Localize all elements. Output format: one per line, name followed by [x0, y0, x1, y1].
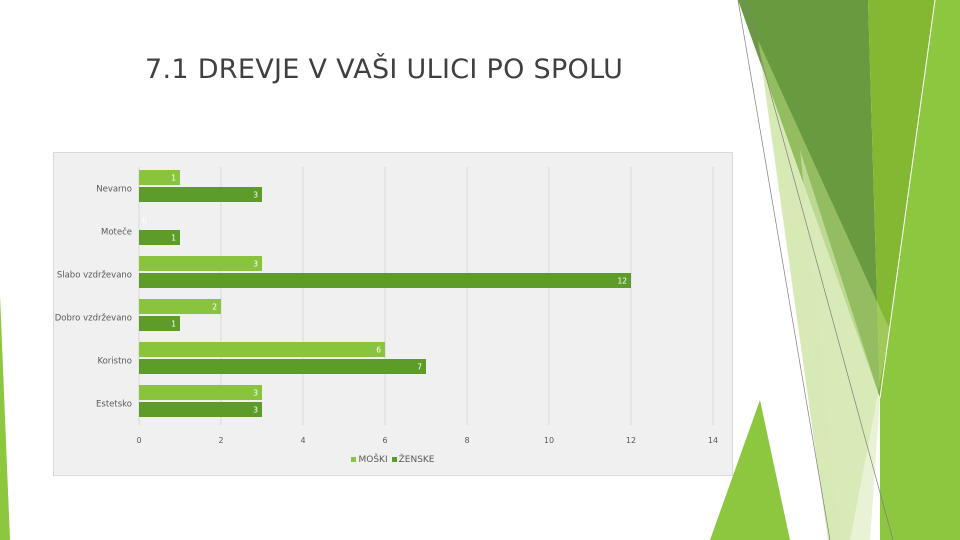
- deco-line-1: [737, 0, 831, 540]
- category-label: Moteče: [101, 227, 132, 238]
- deco-left-shape: [0, 295, 10, 540]
- data-label: 7: [417, 363, 422, 372]
- data-label: 3: [253, 260, 258, 269]
- bar-zenske: [139, 187, 262, 202]
- data-label: 3: [253, 389, 258, 398]
- bar-zenske: [139, 359, 426, 374]
- legend-item-moski: MOŠKI: [351, 455, 388, 465]
- legend-swatch: [351, 457, 357, 462]
- bar-zenske: [139, 316, 180, 331]
- bar-moski: [139, 385, 262, 400]
- deco-line-3: [879, 0, 936, 399]
- x-tick-label: 14: [708, 436, 718, 445]
- legend-label: MOŠKI: [358, 455, 388, 465]
- category-label: Koristno: [97, 357, 132, 367]
- deco-pale-shape: [800, 150, 880, 540]
- data-label: 1: [171, 234, 176, 243]
- chart-legend: MOŠKI ŽENSKE: [54, 455, 732, 465]
- x-tick-label: 4: [300, 436, 305, 445]
- deco-right-shape: [880, 0, 960, 540]
- data-label: 2: [212, 303, 217, 312]
- chart-area: 0 2 4 6 8 10 12 14 Nevarno 1 3 Moteče 0 1 Slabo vzdrže…: [53, 152, 733, 476]
- category-label: Dobro vzdrževano: [55, 314, 132, 324]
- bar-zenske: [139, 402, 262, 417]
- legend-label: ŽENSKE: [398, 455, 435, 465]
- x-tick-label: 8: [464, 436, 469, 445]
- bar-moski: [139, 256, 262, 271]
- data-label: 3: [253, 406, 258, 415]
- x-tick-label: 6: [382, 436, 387, 445]
- page-title: 7.1 DREVJE V VAŠI ULICI PO SPOLU: [145, 54, 624, 85]
- legend-item-zenske: ŽENSKE: [391, 455, 435, 465]
- bar-moski: [139, 299, 221, 314]
- legend-swatch: [391, 457, 397, 462]
- bar-moski: [139, 170, 180, 185]
- category-label: Slabo vzdrževano: [57, 271, 132, 281]
- x-tick-label: 0: [136, 436, 141, 445]
- bar-zenske: [139, 230, 180, 245]
- data-label: 0: [142, 217, 147, 226]
- category-label: Estetsko: [96, 400, 132, 410]
- bar-moski: [139, 342, 385, 357]
- x-tick-label: 12: [626, 436, 636, 445]
- data-label: 3: [253, 191, 258, 200]
- deco-line-2: [744, 0, 894, 540]
- deco-bottom-shape: [710, 400, 790, 540]
- bar-zenske: [139, 273, 631, 288]
- x-tick-label: 10: [544, 436, 554, 445]
- data-label: 1: [171, 320, 176, 329]
- x-tick-label: 2: [218, 436, 223, 445]
- data-label: 1: [171, 174, 176, 183]
- data-label: 6: [376, 346, 381, 355]
- category-label: Nevarno: [96, 185, 132, 195]
- deco-green-shape: [868, 0, 935, 398]
- data-label: 12: [617, 277, 627, 286]
